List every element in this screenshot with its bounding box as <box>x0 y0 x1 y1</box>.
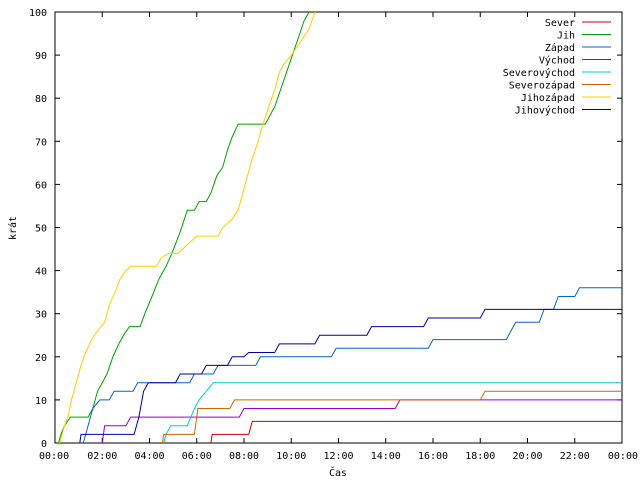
legend-label-sever: Sever <box>545 18 575 29</box>
x-axis-label: Čas <box>329 466 347 479</box>
x-tick-label: 00:00 <box>39 451 69 462</box>
series-line-zapad <box>82 287 622 444</box>
legend-label-jihovychod: Jihovýchod <box>515 105 575 117</box>
series-line-severovychod <box>163 382 622 444</box>
y-tick-label: 20 <box>35 353 47 364</box>
y-tick-label: 60 <box>35 180 47 191</box>
series-line-jihozapad <box>59 11 316 444</box>
y-tick-label: 80 <box>35 94 47 105</box>
series-line-jihovychod <box>79 308 622 444</box>
x-tick-label: 06:00 <box>182 451 212 462</box>
x-tick-label: 12:00 <box>323 451 353 462</box>
legend-label-zapad: Západ <box>545 42 575 54</box>
legend: Sever JihZápadVýchodSeverovýchodSeverozáp… <box>503 18 611 117</box>
y-tick-label: 30 <box>35 310 47 321</box>
axis-ticks: 0 10 20 30 40 50 60 70 80 90 100 00:00 02:00 04:00 06:… <box>29 8 638 462</box>
legend-label-jih: Jih <box>557 31 575 42</box>
legend-label-severozapad: Severozápad <box>509 80 575 92</box>
y-tick-label: 10 <box>35 396 47 407</box>
y-tick-label: 70 <box>35 137 47 148</box>
x-tick-label: 02:00 <box>87 451 117 462</box>
y-tick-label: 100 <box>29 8 47 19</box>
legend-label-jihozapad: Jihozápad <box>521 92 575 104</box>
x-tick-label: 18:00 <box>465 451 495 462</box>
x-tick-label: 10:00 <box>276 451 306 462</box>
series-line-jih <box>58 11 310 444</box>
legend-label-vychod: Východ <box>539 55 575 67</box>
y-tick-label: 40 <box>35 267 47 278</box>
series-line-vychod <box>101 399 622 444</box>
y-axis-label: krát <box>7 216 19 240</box>
x-tick-label: 22:00 <box>560 451 590 462</box>
x-tick-label: 16:00 <box>418 451 448 462</box>
series-line-severozapad <box>162 390 622 444</box>
y-tick-label: 50 <box>35 224 47 235</box>
y-tick-label: 90 <box>35 51 47 62</box>
series-lines <box>58 11 622 444</box>
x-tick-label: 14:00 <box>371 451 401 462</box>
y-tick-label: 0 <box>41 439 47 450</box>
x-tick-label: 08:00 <box>229 451 259 462</box>
legend-label-severovychod: Severovýchod <box>503 67 575 79</box>
x-tick-label: 04:00 <box>134 451 164 462</box>
x-tick-label: 20:00 <box>512 451 542 462</box>
x-tick-label: 00:00 <box>608 451 638 462</box>
series-line-sever <box>210 420 622 444</box>
